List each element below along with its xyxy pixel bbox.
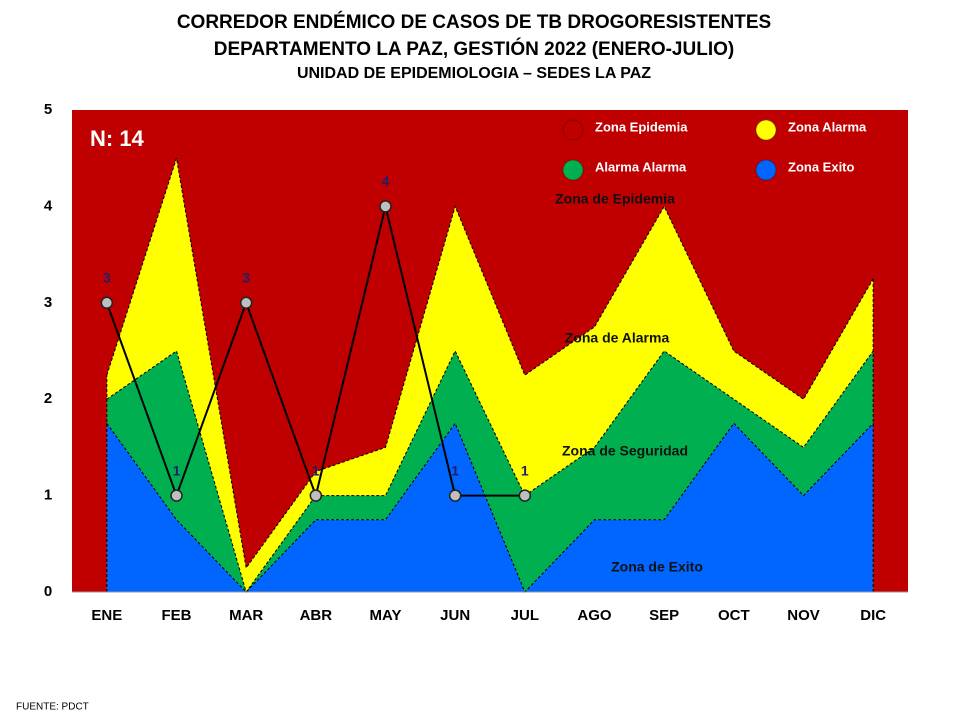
y-tick-label: 1 bbox=[44, 487, 52, 504]
data-label: 1 bbox=[521, 462, 529, 478]
zone-label: Zona de Seguridad bbox=[562, 443, 688, 459]
legend-marker bbox=[755, 119, 777, 141]
legend-label: Zona Exito bbox=[788, 159, 855, 174]
zone-edge bbox=[106, 158, 874, 570]
cases-marker bbox=[448, 489, 462, 502]
x-tick-label: JUN bbox=[440, 607, 470, 624]
subtitle: UNIDAD DE EPIDEMIOLOGIA – SEDES LA PAZ bbox=[297, 65, 651, 82]
data-label: 4 bbox=[382, 173, 390, 189]
legend-label: Zona Epidemia bbox=[595, 119, 688, 134]
data-label: 3 bbox=[242, 270, 250, 286]
cases-marker bbox=[170, 489, 183, 502]
data-label: 1 bbox=[451, 462, 459, 478]
source: FUENTE: PDCT bbox=[16, 702, 89, 713]
cases-marker bbox=[100, 296, 114, 310]
x-tick-label: ENE bbox=[91, 607, 122, 624]
legend-marker bbox=[755, 159, 777, 181]
legend-marker bbox=[562, 159, 584, 181]
data-label: 1 bbox=[173, 462, 181, 478]
y-tick-label: 4 bbox=[44, 197, 53, 214]
zone-area bbox=[106, 351, 874, 592]
data-label: 3 bbox=[103, 270, 111, 286]
cases-marker bbox=[309, 489, 323, 502]
y-tick-label: 5 bbox=[44, 101, 52, 118]
zone-label: Zona de Exito bbox=[611, 559, 703, 575]
x-tick-label: MAR bbox=[229, 607, 263, 624]
zone-area bbox=[106, 158, 874, 592]
legend-marker bbox=[562, 119, 584, 141]
legend-label: Alarma Alarma bbox=[595, 159, 687, 174]
zone-label: Zona de Alarma bbox=[565, 330, 670, 346]
n-label: N: 14 bbox=[90, 126, 145, 151]
y-tick-label: 2 bbox=[44, 390, 52, 407]
title-line: DEPARTAMENTO LA PAZ, GESTIÓN 2022 (ENERO… bbox=[214, 38, 734, 60]
zone-edge bbox=[106, 349, 874, 594]
x-tick-label: FEB bbox=[162, 607, 192, 624]
x-tick-label: ABR bbox=[300, 607, 333, 624]
x-tick-label: NOV bbox=[787, 607, 820, 624]
x-tick-label: OCT bbox=[718, 607, 750, 624]
y-tick-label: 3 bbox=[44, 294, 52, 311]
x-tick-label: AGO bbox=[577, 607, 612, 624]
plot-edge bbox=[72, 110, 107, 592]
x-tick-label: JUL bbox=[511, 607, 539, 624]
zone-edge bbox=[106, 422, 874, 593]
x-tick-label: SEP bbox=[649, 607, 679, 624]
zone-label: Zona de Epidemia bbox=[555, 191, 675, 207]
cases-marker bbox=[239, 296, 253, 310]
cases-marker bbox=[518, 489, 532, 502]
y-tick-label: 0 bbox=[44, 583, 52, 600]
data-label: 1 bbox=[312, 462, 320, 478]
title-line: CORREDOR ENDÉMICO DE CASOS DE TB DROGORE… bbox=[177, 11, 771, 33]
zone-area bbox=[106, 423, 874, 592]
x-tick-label: MAY bbox=[370, 607, 402, 624]
x-tick-label: DIC bbox=[860, 607, 886, 624]
cases-marker bbox=[379, 200, 392, 213]
legend-label: Zona Alarma bbox=[788, 119, 867, 134]
plot-edge bbox=[873, 110, 908, 592]
zone-area bbox=[72, 110, 908, 592]
